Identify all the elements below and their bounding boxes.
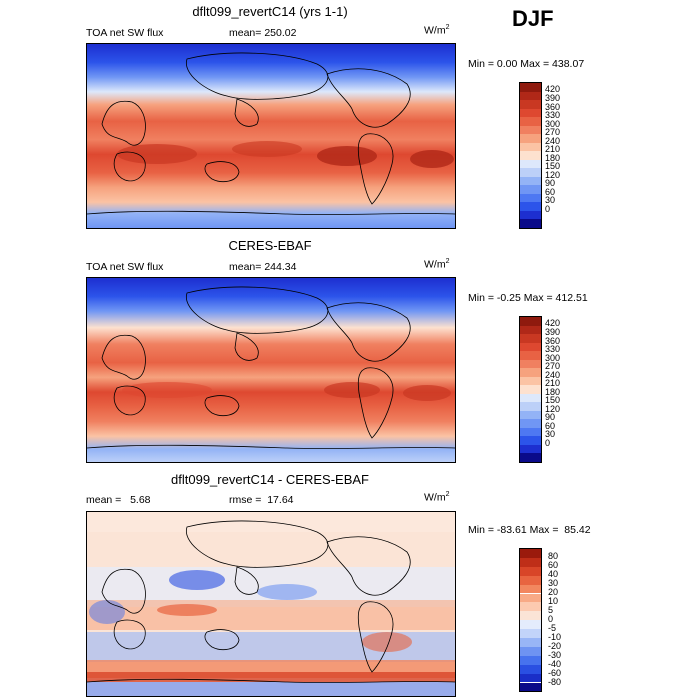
tick-label: 30 <box>545 195 556 205</box>
tick-label: 90 <box>545 412 556 422</box>
tick-label: 40 <box>548 569 559 579</box>
tick-label: 240 <box>545 136 561 146</box>
panel-title-obs: CERES-EBAF <box>228 238 312 253</box>
tick-label: 420 <box>545 318 561 328</box>
tick-label: -40 <box>548 659 562 669</box>
units-label-model: W/m2 <box>424 24 450 37</box>
tick-label: 0 <box>545 438 551 448</box>
tick-label: -80 <box>548 677 562 687</box>
minmax-label-obs: Min = -0.25 Max = 412.51 <box>468 292 588 304</box>
tick-label: 150 <box>545 395 561 405</box>
mean-label-model: mean= 250.02 <box>229 27 297 39</box>
tick-label: 60 <box>545 421 556 431</box>
tick-label: 80 <box>548 551 559 561</box>
tick-label: 270 <box>545 127 561 137</box>
tick-label: -20 <box>548 641 562 651</box>
colorbar-obs <box>519 316 542 463</box>
tick-label: 30 <box>548 578 559 588</box>
tick-label: 60 <box>548 560 559 570</box>
units-label-obs: W/m2 <box>424 258 450 271</box>
minmax-label-model: Min = 0.00 Max = 438.07 <box>468 58 585 70</box>
tick-label: 240 <box>545 370 561 380</box>
tick-label: 150 <box>545 161 561 171</box>
tick-label: 210 <box>545 378 561 388</box>
colorbar-ticks-diff: 80 60 40 30 20 10 5 0 -5 -10 -20 -30 -40… <box>548 548 588 694</box>
tick-label: 60 <box>545 187 556 197</box>
map-panel-diff <box>86 511 456 697</box>
tick-label: 0 <box>548 614 554 624</box>
tick-label: -60 <box>548 668 562 678</box>
colorbar-diff <box>519 548 542 692</box>
tick-label: -30 <box>548 650 562 660</box>
panel-title-model: dflt099_revertC14 (yrs 1-1) <box>192 4 348 19</box>
colorbar-ticks-obs: 420 390 360 330 300 270 240 210 180 150 … <box>545 316 585 466</box>
mean-label-obs: mean= 244.34 <box>229 261 297 273</box>
tick-label: 90 <box>545 178 556 188</box>
panel-title-diff: dflt099_revertC14 - CERES-EBAF <box>171 472 369 487</box>
map-panel-model <box>86 43 456 229</box>
tick-label: 180 <box>545 387 561 397</box>
tick-label: 360 <box>545 336 561 346</box>
map-panel-obs <box>86 277 456 463</box>
season-label: DJF <box>512 6 554 31</box>
field-label-model: TOA net SW flux <box>86 27 164 39</box>
tick-label: -10 <box>548 632 562 642</box>
tick-label: 390 <box>545 93 561 103</box>
mean-label-diff: mean = 5.68 <box>86 494 151 506</box>
tick-label: 180 <box>545 153 561 163</box>
tick-label: 120 <box>545 404 561 414</box>
tick-label: 390 <box>545 327 561 337</box>
tick-label: 20 <box>548 587 559 597</box>
rmse-label-diff: rmse = 17.64 <box>229 494 294 506</box>
colorbar-ticks-model: 420 390 360 330 300 270 240 210 180 150 … <box>545 82 585 232</box>
tick-label: 360 <box>545 102 561 112</box>
tick-label: 30 <box>545 429 556 439</box>
tick-label: -5 <box>548 623 557 633</box>
tick-label: 300 <box>545 119 561 129</box>
tick-label: 5 <box>548 605 554 615</box>
tick-label: 420 <box>545 84 561 94</box>
tick-label: 300 <box>545 353 561 363</box>
tick-label: 330 <box>545 110 561 120</box>
tick-label: 0 <box>545 204 551 214</box>
units-label-diff: W/m2 <box>424 491 450 504</box>
minmax-label-diff: Min = -83.61 Max = 85.42 <box>468 524 591 536</box>
tick-label: 270 <box>545 361 561 371</box>
tick-label: 10 <box>548 596 559 606</box>
field-label-obs: TOA net SW flux <box>86 261 164 273</box>
tick-label: 120 <box>545 170 561 180</box>
tick-label: 210 <box>545 144 561 154</box>
tick-label: 330 <box>545 344 561 354</box>
colorbar-model <box>519 82 542 229</box>
